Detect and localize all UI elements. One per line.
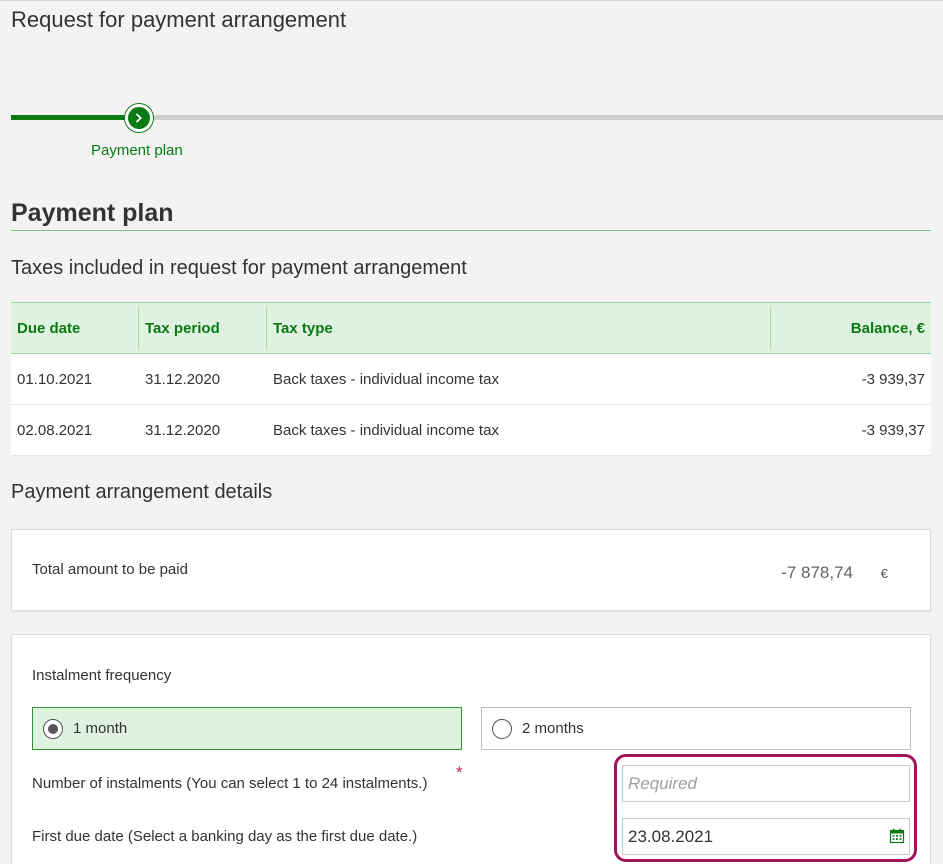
instalments-count-input[interactable]: [628, 766, 909, 801]
instalment-form-card: Instalment frequency 1 month 2 months Nu…: [11, 634, 931, 864]
first-due-date-label: First due date (Select a banking day as …: [32, 828, 418, 845]
cell-tax-type: Back taxes - individual income tax: [273, 370, 499, 388]
cell-due-date: 01.10.2021: [17, 370, 93, 388]
highlight-annotation: [614, 754, 917, 862]
table-row: 01.10.2021 31.12.2020 Back taxes - indiv…: [11, 353, 931, 405]
table-row: 02.08.2021 31.12.2020 Back taxes - indiv…: [11, 404, 931, 456]
instalment-frequency-label: Instalment frequency: [32, 667, 172, 684]
radio-dot: [48, 723, 58, 734]
frequency-option-label: 1 month: [73, 720, 128, 737]
instalments-count-label: Number of instalments (You can select 1 …: [32, 775, 428, 792]
section-title: Payment plan: [11, 199, 174, 227]
column-header-balance[interactable]: Balance, €: [850, 319, 925, 337]
taxes-subtitle: Taxes included in request for payment ar…: [11, 257, 467, 279]
top-border: [0, 0, 943, 1]
column-header-tax-type[interactable]: Tax type: [267, 303, 771, 354]
cell-due-date: 02.08.2021: [17, 421, 93, 439]
instalments-count-field[interactable]: [622, 765, 910, 802]
section-divider: [11, 230, 931, 231]
radio-button-checked[interactable]: [43, 718, 63, 739]
column-header-due-date[interactable]: Due date: [11, 303, 139, 354]
step-label: Payment plan: [91, 142, 183, 159]
total-amount-card: Total amount to be paid -7 878,74 €: [11, 529, 931, 611]
frequency-option-label: 2 months: [522, 720, 584, 737]
progress-stepper: [11, 104, 943, 132]
frequency-option-2-months[interactable]: 2 months: [481, 707, 911, 750]
stepper-progress-remaining: [151, 115, 943, 120]
total-amount-label: Total amount to be paid: [32, 561, 188, 578]
calendar-icon[interactable]: [889, 828, 905, 844]
required-marker: *: [456, 763, 463, 782]
step-payment-plan-marker[interactable]: [125, 104, 153, 132]
first-due-date-field[interactable]: 23.08.2021: [622, 818, 910, 855]
table-header-row: Due date Tax period Tax type Balance, €: [11, 302, 931, 354]
cell-tax-period: 31.12.2020: [145, 370, 221, 388]
cell-balance: -3 939,37: [861, 421, 925, 439]
taxes-table: Due date Tax period Tax type Balance, € …: [11, 302, 931, 456]
frequency-option-1-month[interactable]: 1 month: [32, 707, 462, 750]
radio-button-unchecked[interactable]: [492, 718, 512, 739]
page-title: Request for payment arrangement: [11, 7, 347, 32]
column-header-tax-period[interactable]: Tax period: [139, 303, 267, 354]
first-due-date-value[interactable]: 23.08.2021: [628, 826, 714, 846]
cell-balance: -3 939,37: [861, 370, 925, 388]
details-subtitle: Payment arrangement details: [11, 481, 273, 503]
total-amount-currency: €: [880, 566, 888, 581]
chevron-right-icon: [136, 113, 142, 123]
cell-tax-type: Back taxes - individual income tax: [273, 421, 499, 439]
stepper-progress-done: [11, 115, 131, 120]
total-amount-value: -7 878,74: [781, 563, 853, 582]
cell-tax-period: 31.12.2020: [145, 421, 221, 439]
